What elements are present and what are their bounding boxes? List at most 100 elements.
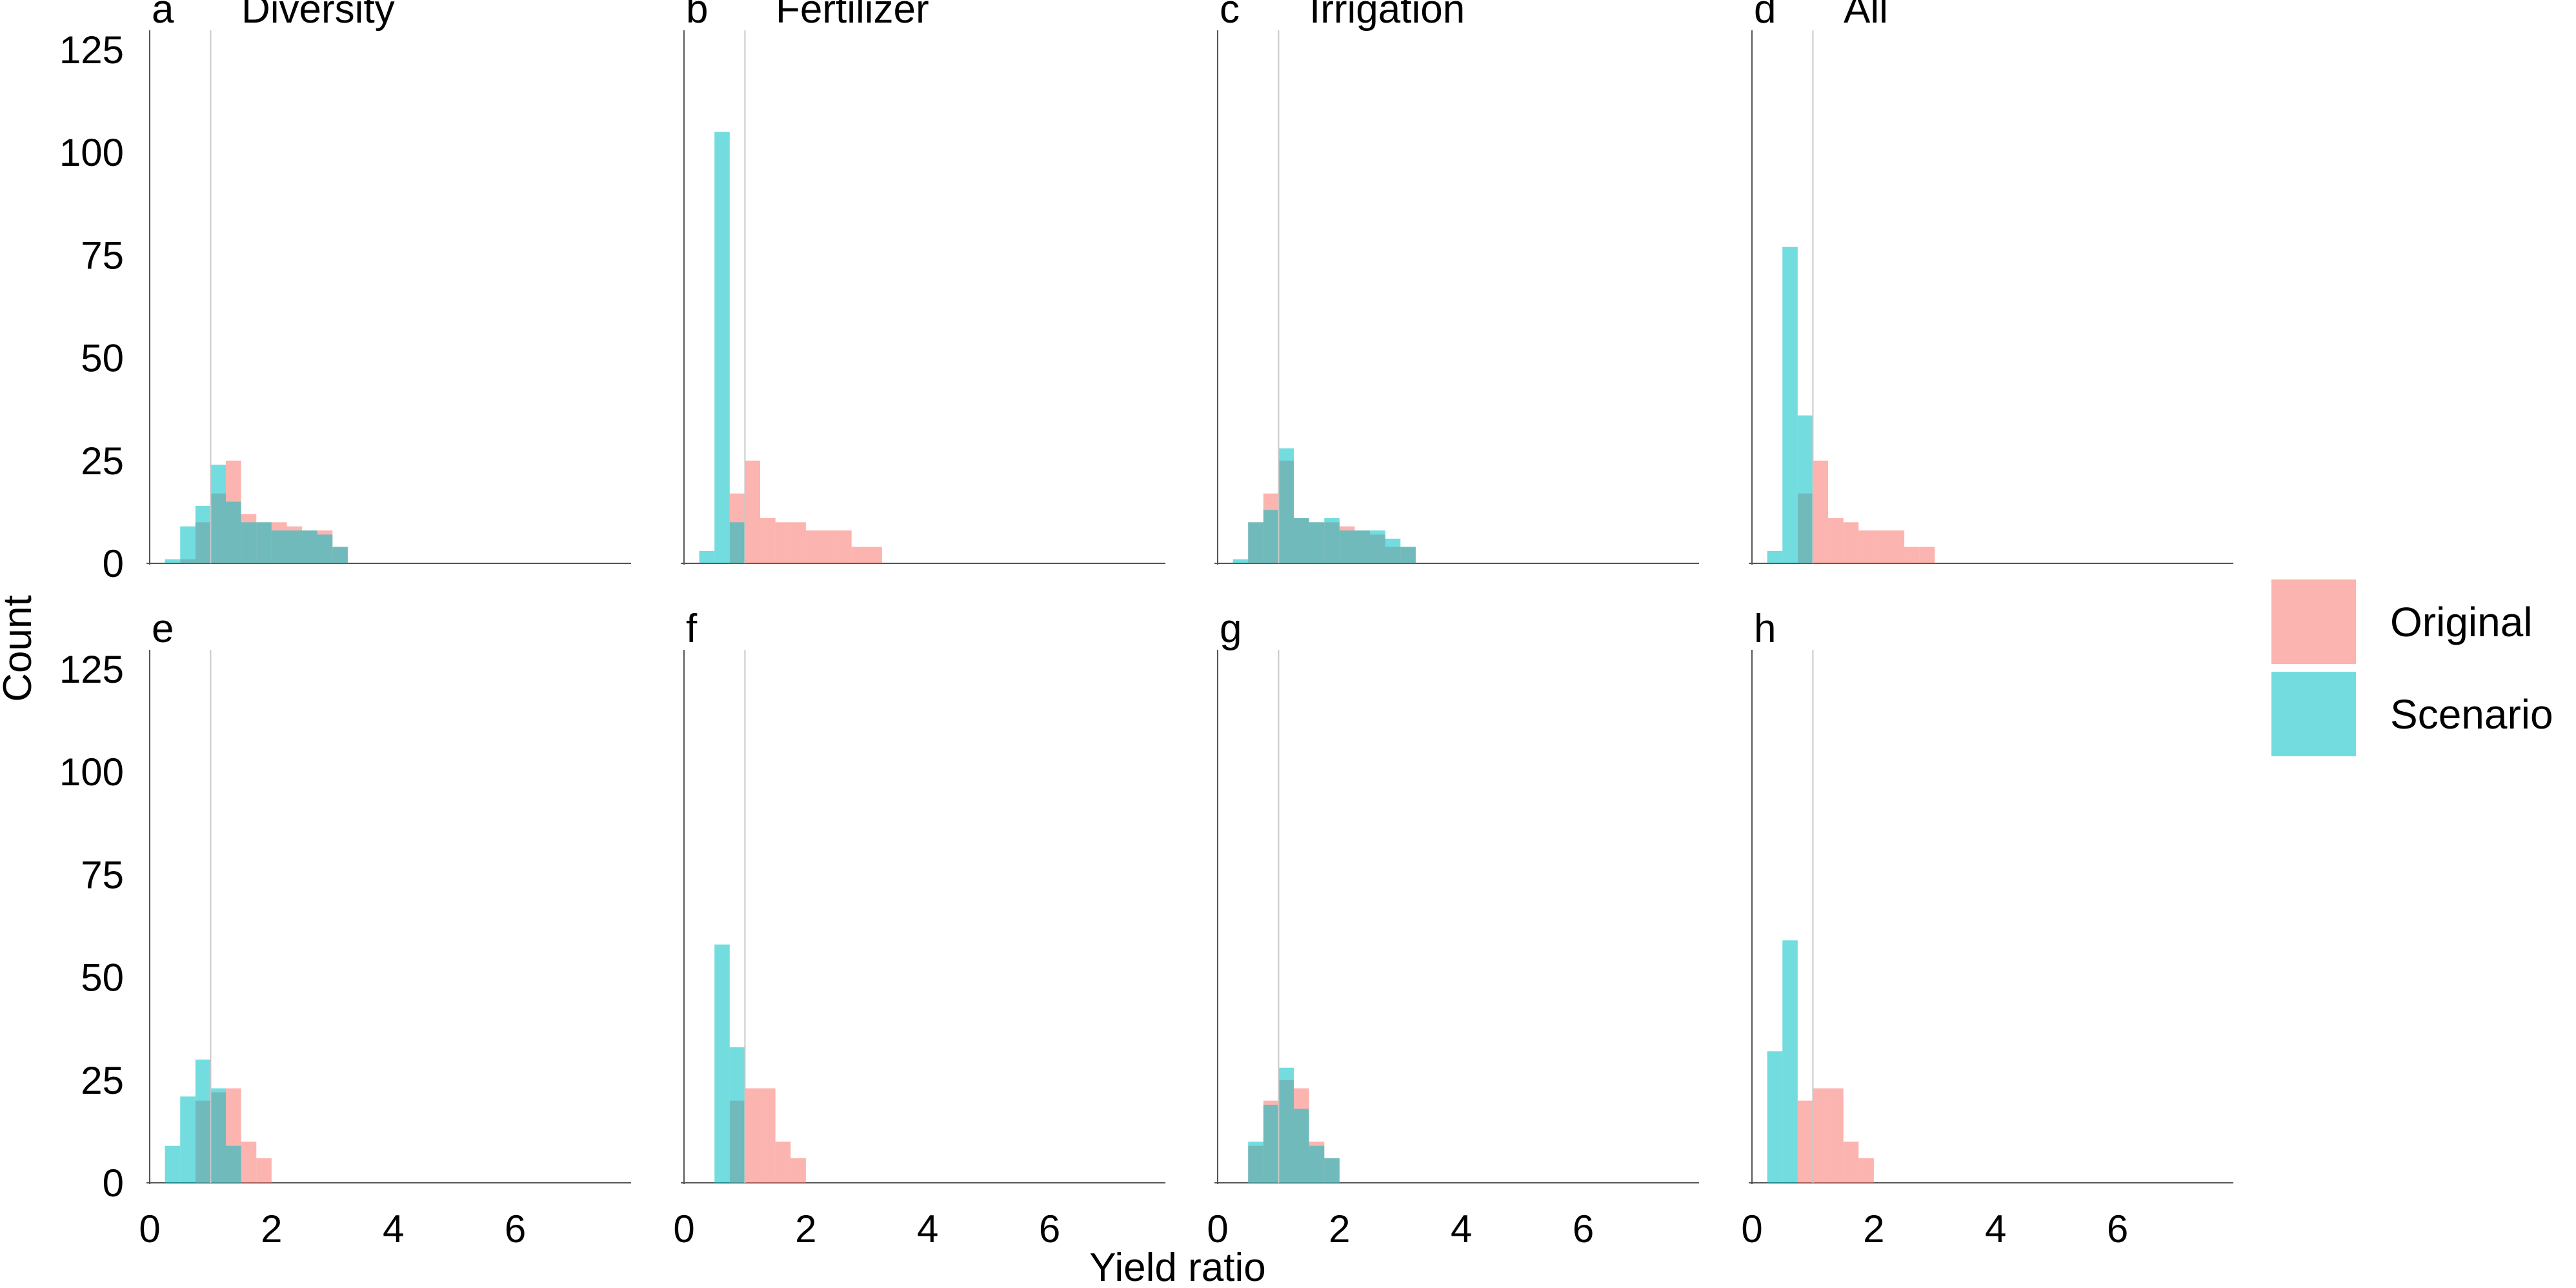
- panel-letter: e: [152, 607, 174, 651]
- histogram-bar: [1385, 538, 1401, 563]
- y-axis-title: Count: [0, 595, 40, 701]
- legend-swatch-original: [2271, 579, 2356, 664]
- histogram-bar: [1324, 1158, 1340, 1183]
- x-axis-title: Yield ratio: [1089, 1245, 1265, 1288]
- y-tick-label: 50: [81, 956, 124, 1000]
- panel-g: 0 2 4 6 g: [1207, 607, 1699, 1251]
- panel-title: Fertilizer: [776, 0, 929, 32]
- histogram-bar: [699, 550, 715, 563]
- histogram-bar: [1843, 1142, 1859, 1183]
- histogram-bar: [180, 526, 196, 563]
- histogram-bar: [836, 530, 852, 563]
- panel-c: c Irrigation: [1214, 0, 1699, 565]
- histogram-bar: [1354, 530, 1371, 563]
- histogram-bar: [1400, 547, 1416, 563]
- histogram-bar: [165, 559, 181, 563]
- panel-title: Irrigation: [1309, 0, 1465, 32]
- series-scenario: [1248, 1067, 1340, 1183]
- panel-letter: h: [1754, 607, 1776, 651]
- y-tick-label: 75: [81, 234, 124, 277]
- x-tick-label: 0: [1741, 1207, 1762, 1251]
- histogram-bar: [302, 530, 317, 563]
- series-scenario: [714, 944, 745, 1183]
- histogram-bar: [165, 1145, 181, 1183]
- histogram-bar: [256, 522, 272, 563]
- histogram-bar: [1294, 518, 1309, 563]
- histogram-bar: [317, 534, 333, 563]
- histogram-bar: [226, 1145, 241, 1183]
- histogram-bar: [760, 1088, 776, 1183]
- histogram-bar: [745, 460, 761, 563]
- histogram-bar: [1858, 1158, 1874, 1183]
- series-original: [729, 460, 882, 563]
- panel-letter: d: [1754, 0, 1776, 32]
- histogram-bar: [775, 1142, 791, 1183]
- histogram-bar: [210, 1088, 226, 1183]
- histogram-bar: [775, 522, 791, 563]
- histogram-bar: [1797, 415, 1813, 563]
- histogram-bar: [1294, 1109, 1309, 1183]
- x-tick-label: 0: [673, 1207, 694, 1251]
- panel-d: d All: [1749, 0, 2233, 565]
- series-scenario: [165, 1059, 241, 1183]
- histogram-bar: [241, 1142, 257, 1183]
- histogram-bar: [760, 518, 776, 563]
- y-tick-label: 100: [59, 750, 124, 794]
- histogram-bar: [745, 1088, 761, 1183]
- histogram-bar: [180, 1096, 196, 1183]
- histogram-bar: [805, 530, 821, 563]
- histogram-bar: [1828, 1088, 1844, 1183]
- histogram-bar: [271, 530, 287, 563]
- y-tick-label: 0: [103, 1162, 124, 1205]
- histogram-bar: [1919, 547, 1935, 563]
- histogram-bar: [1263, 1105, 1279, 1183]
- histogram-bar: [1858, 530, 1874, 563]
- histogram-bar: [714, 944, 730, 1183]
- legend-label-scenario: Scenario: [2390, 691, 2553, 738]
- histogram-bar: [1813, 1088, 1829, 1183]
- histogram-bar: [1782, 247, 1798, 563]
- x-tick-label: 6: [1039, 1207, 1060, 1251]
- histogram-bar: [1324, 518, 1340, 563]
- panel-e: 0 25 50 75 100 125 0 2 4 6 e: [59, 607, 631, 1251]
- histogram-bar: [1873, 530, 1889, 563]
- series-scenario: [1233, 448, 1416, 563]
- histogram-bar: [1309, 522, 1325, 563]
- histogram-bar: [210, 465, 226, 563]
- y-tick-label: 50: [81, 337, 124, 380]
- panel-a: 0 25 50 75 100 125 a Diversity: [59, 0, 631, 585]
- histogram-bar: [1309, 1145, 1325, 1183]
- y-tick-label: 125: [59, 28, 124, 72]
- histogram-bar: [1248, 522, 1263, 563]
- histogram-bar: [1797, 1100, 1813, 1183]
- panel-letter: g: [1220, 607, 1242, 651]
- histogram-bar: [1248, 1142, 1263, 1183]
- x-tick-label: 0: [139, 1207, 160, 1251]
- x-tick-label: 6: [2107, 1207, 2128, 1251]
- panel-h: 0 2 4 6 h: [1741, 607, 2233, 1251]
- series-scenario: [165, 465, 348, 563]
- y-tick-label: 0: [103, 542, 124, 585]
- series-scenario: [699, 132, 745, 564]
- panel-letter: f: [686, 607, 698, 651]
- panel-f: 0 2 4 6 f: [673, 607, 1165, 1251]
- x-tick-label: 6: [505, 1207, 526, 1251]
- histogram-bar: [1828, 518, 1844, 563]
- histogram-bar: [790, 1158, 806, 1183]
- y-tick-label: 75: [81, 853, 124, 896]
- legend: Original Scenario: [2271, 579, 2553, 756]
- series-scenario: [1767, 940, 1798, 1183]
- histogram-bar: [1767, 550, 1783, 563]
- histogram-bar: [195, 505, 211, 563]
- panel-b: b Fertilizer: [681, 0, 1165, 565]
- panel-letter: a: [152, 0, 174, 32]
- x-tick-label: 2: [795, 1207, 816, 1251]
- x-tick-label: 2: [261, 1207, 282, 1251]
- histogram-bar: [1782, 940, 1798, 1183]
- panel-title: Diversity: [241, 0, 395, 32]
- series-original: [1797, 1088, 1874, 1183]
- legend-swatch-scenario: [2271, 672, 2356, 756]
- histogram-bar: [714, 132, 730, 564]
- x-tick-label: 4: [1451, 1207, 1472, 1251]
